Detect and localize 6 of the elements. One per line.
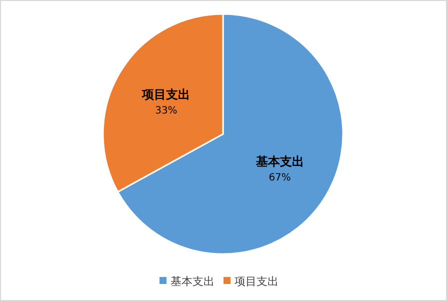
legend-label: 项目支出 (234, 275, 278, 288)
slice-label: 基本支出 (254, 154, 304, 169)
slice-label: 项目支出 (141, 87, 190, 102)
data-label: 33% (155, 105, 178, 116)
legend-label: 基本支出 (170, 275, 214, 288)
data-label: 67% (268, 172, 291, 184)
